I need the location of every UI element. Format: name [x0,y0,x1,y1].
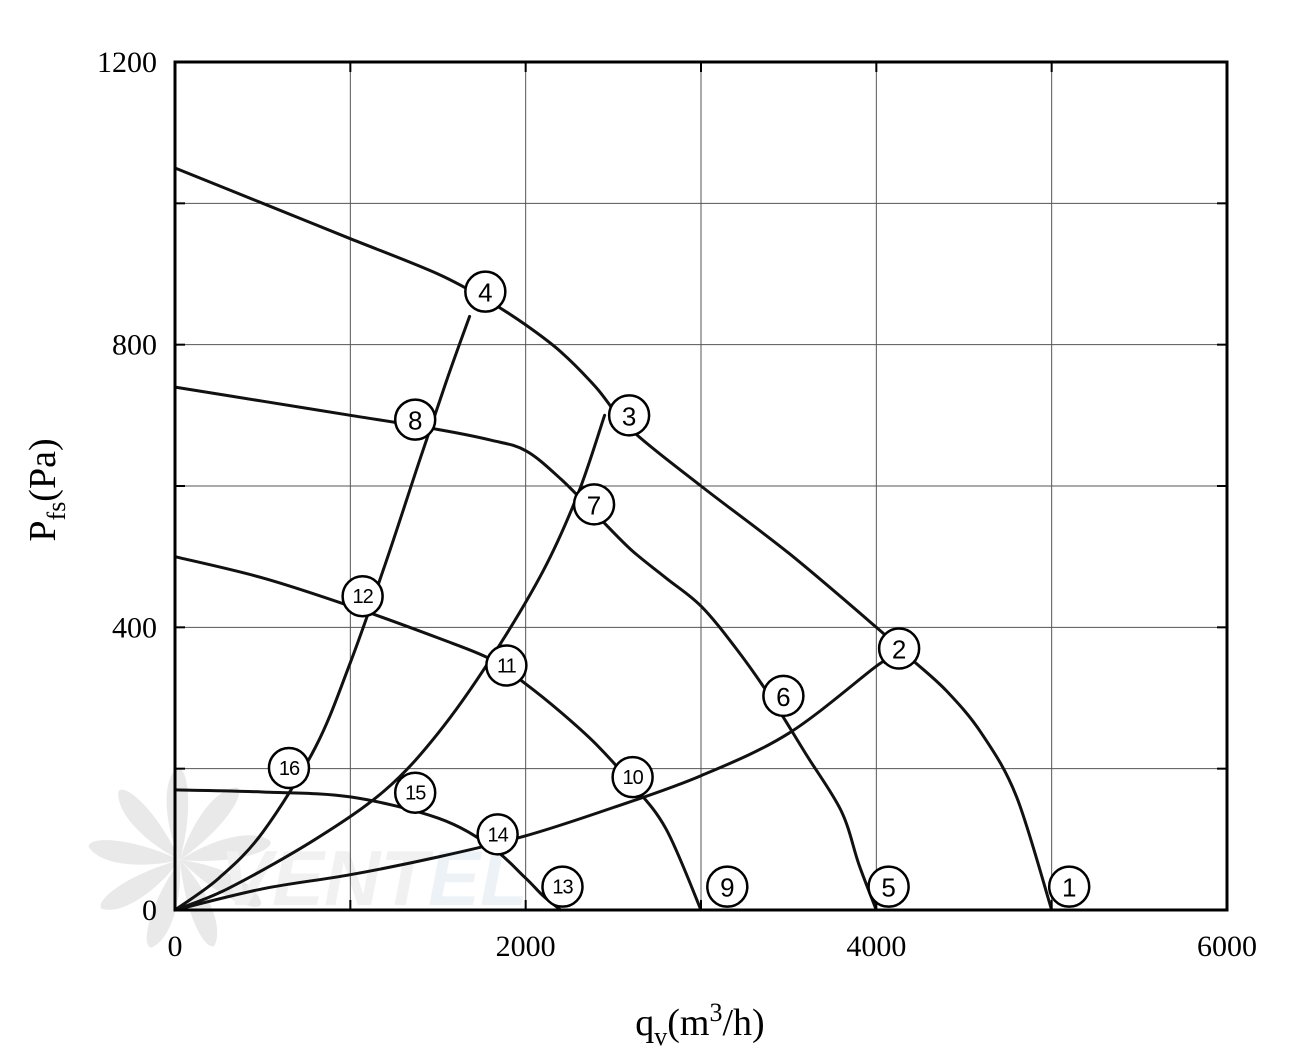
marker-9: 9 [706,865,749,908]
series-line-2 [173,385,878,912]
fan-blade-shape [146,860,181,948]
marker-3: 3 [607,394,651,437]
marker-label: 10 [622,767,643,789]
marker-11: 11 [485,644,528,687]
marker-label: 8 [408,406,422,436]
marker-7: 7 [572,483,616,526]
marker-label: 13 [552,877,573,899]
y-tick-label: 400 [112,611,157,644]
marker-circle [541,865,584,908]
marker-circle [341,574,384,618]
x-axis-title: qv(m3/h) [635,998,764,1051]
y-tick-label: 800 [112,329,157,362]
marker-label: 16 [279,758,300,780]
marker-circle [572,483,616,526]
marker-6: 6 [762,674,805,718]
fan-blade-shape [180,835,271,861]
grid [175,62,1227,910]
series-line-4 [173,788,563,912]
marker-circle [476,813,519,856]
marker-circle [762,674,805,718]
x-axis-title-part: /h) [723,1002,765,1044]
marker-circle [464,270,507,313]
marker-15: 15 [393,771,437,814]
series-line-7 [173,314,472,912]
marker-circle [1047,865,1091,908]
x-axis-title-part: (m [667,1002,709,1044]
x-tick-label: 2000 [496,930,556,963]
y-axis-title-part: (Pa) [22,438,64,501]
series-line-6 [173,413,607,912]
marker-label: 4 [478,278,492,308]
fan-blade-shape [100,860,180,910]
marker-circle [393,771,437,814]
marker-label: 14 [487,824,508,846]
x-tick-label: 0 [168,930,183,963]
x-tick-label: 6000 [1197,930,1257,963]
y-axis-title-part: P [22,520,64,541]
marker-circle [867,865,910,908]
marker-circle [706,865,749,908]
marker-5: 5 [867,865,910,908]
marker-10: 10 [611,755,654,799]
marker-label: 11 [497,655,517,677]
marker-14: 14 [476,813,519,856]
series-line-5 [173,658,888,912]
marker-2: 2 [877,627,921,670]
x-axis-title-part: q [635,1002,654,1044]
marker-label: 9 [720,873,734,903]
marker-label: 12 [352,586,373,608]
marker-4: 4 [464,270,507,313]
fan-blade-shape [118,789,180,860]
marker-label: 15 [405,783,426,805]
x-axis-title-part: v [654,1022,667,1051]
fan-blade-shape [88,840,180,865]
marker-1: 1 [1047,865,1091,908]
marker-8: 8 [393,398,437,441]
marker-12: 12 [341,574,384,618]
marker-label: 2 [892,635,906,665]
curves [173,166,1054,912]
x-tick-label: 4000 [846,930,906,963]
marker-label: 1 [1062,873,1076,903]
tick-labels: 0 2000 4000 6000 0 400 800 1200 [97,46,1257,963]
marker-label: 7 [587,490,601,520]
watermark-logo: VENTEL [88,767,528,948]
y-axis-title-part: fs [42,502,71,521]
x-axis-title-part: 3 [710,998,723,1027]
marker-circle [877,627,921,670]
marker-label: 3 [622,401,636,431]
fan-blade-shape [180,787,240,860]
marker-label: 6 [776,682,790,712]
y-tick-label: 0 [142,894,157,927]
marker-circle [485,644,528,687]
marker-label: 5 [881,873,895,903]
marker-circle [607,394,651,437]
series-line-1 [173,166,1054,912]
marker-16: 16 [267,746,311,790]
y-tick-label: 1200 [97,46,157,79]
y-axis-title: Pfs(Pa) [22,438,71,541]
marker-circle [393,398,437,441]
marker-circle [267,746,311,790]
marker-circle [611,755,654,799]
marker-13: 13 [541,865,584,908]
